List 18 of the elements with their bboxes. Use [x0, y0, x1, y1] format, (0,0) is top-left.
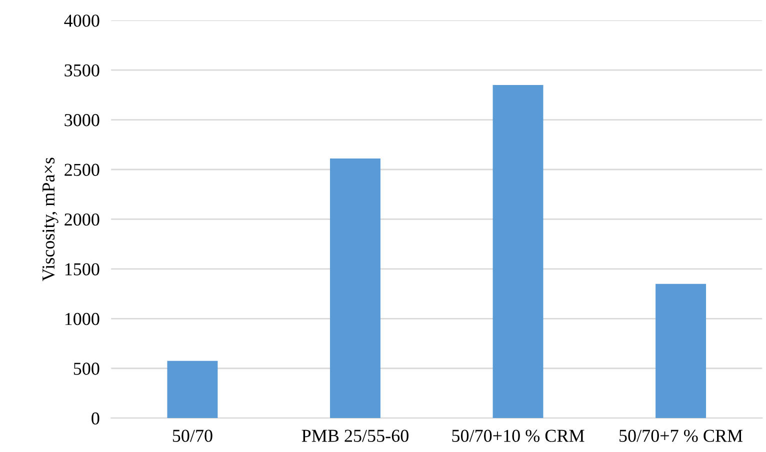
bar [330, 158, 380, 418]
y-axis-title: Viscosity, mPa×s [42, 158, 58, 282]
y-tick-label: 3000 [64, 114, 100, 126]
bar [492, 84, 544, 418]
x-tick-label: 50/70+7 % CRM [620, 430, 743, 442]
y-tick-label: 2500 [64, 164, 100, 176]
y-tick-label: 4000 [64, 14, 100, 27]
y-tick-label: 1500 [65, 263, 100, 276]
bar [167, 360, 218, 418]
y-tick-label: 3500 [64, 64, 100, 76]
x-tick-label: PMB 25/55-60 [302, 430, 408, 442]
y-tick-label: 1000 [65, 312, 100, 326]
y-tick-label: 500 [74, 362, 100, 375]
x-tick-label: 50/70 [172, 430, 212, 442]
y-tick-label: 2000 [64, 213, 100, 226]
x-tick-label: 50/70+10 % CRM [452, 430, 584, 442]
y-tick-label: 0 [92, 412, 100, 425]
bar [656, 284, 706, 418]
